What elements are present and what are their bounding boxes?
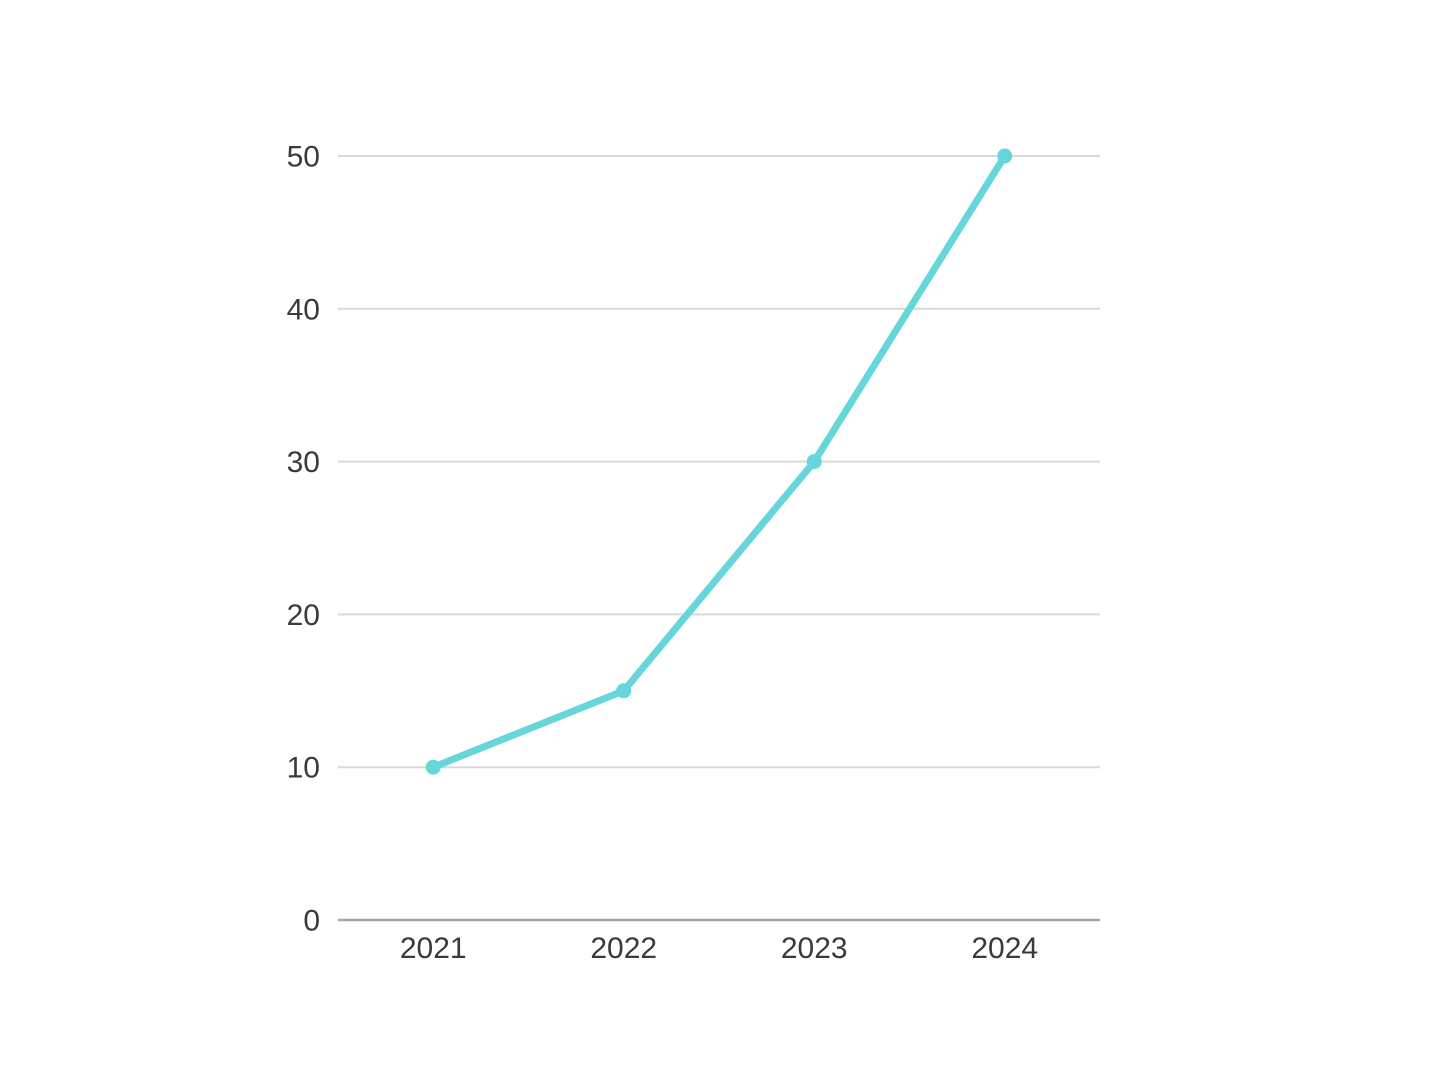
x-tick-label: 2023 [781,932,848,965]
x-tick-label: 2022 [590,932,657,965]
trend-line [429,152,1009,771]
y-tick-label: 10 [287,752,320,785]
data-point-marker [425,759,441,775]
y-tick-label: 20 [287,599,320,632]
data-point-marker [997,148,1013,164]
y-tick-label: 0 [303,905,320,938]
data-point-marker [616,683,632,699]
x-tick-label: 2024 [971,932,1038,965]
y-tick-label: 30 [287,446,320,479]
x-tick-label: 2021 [400,932,467,965]
data-point-marker [806,454,822,470]
y-tick-label: 40 [287,293,320,326]
y-tick-label: 50 [287,141,320,174]
